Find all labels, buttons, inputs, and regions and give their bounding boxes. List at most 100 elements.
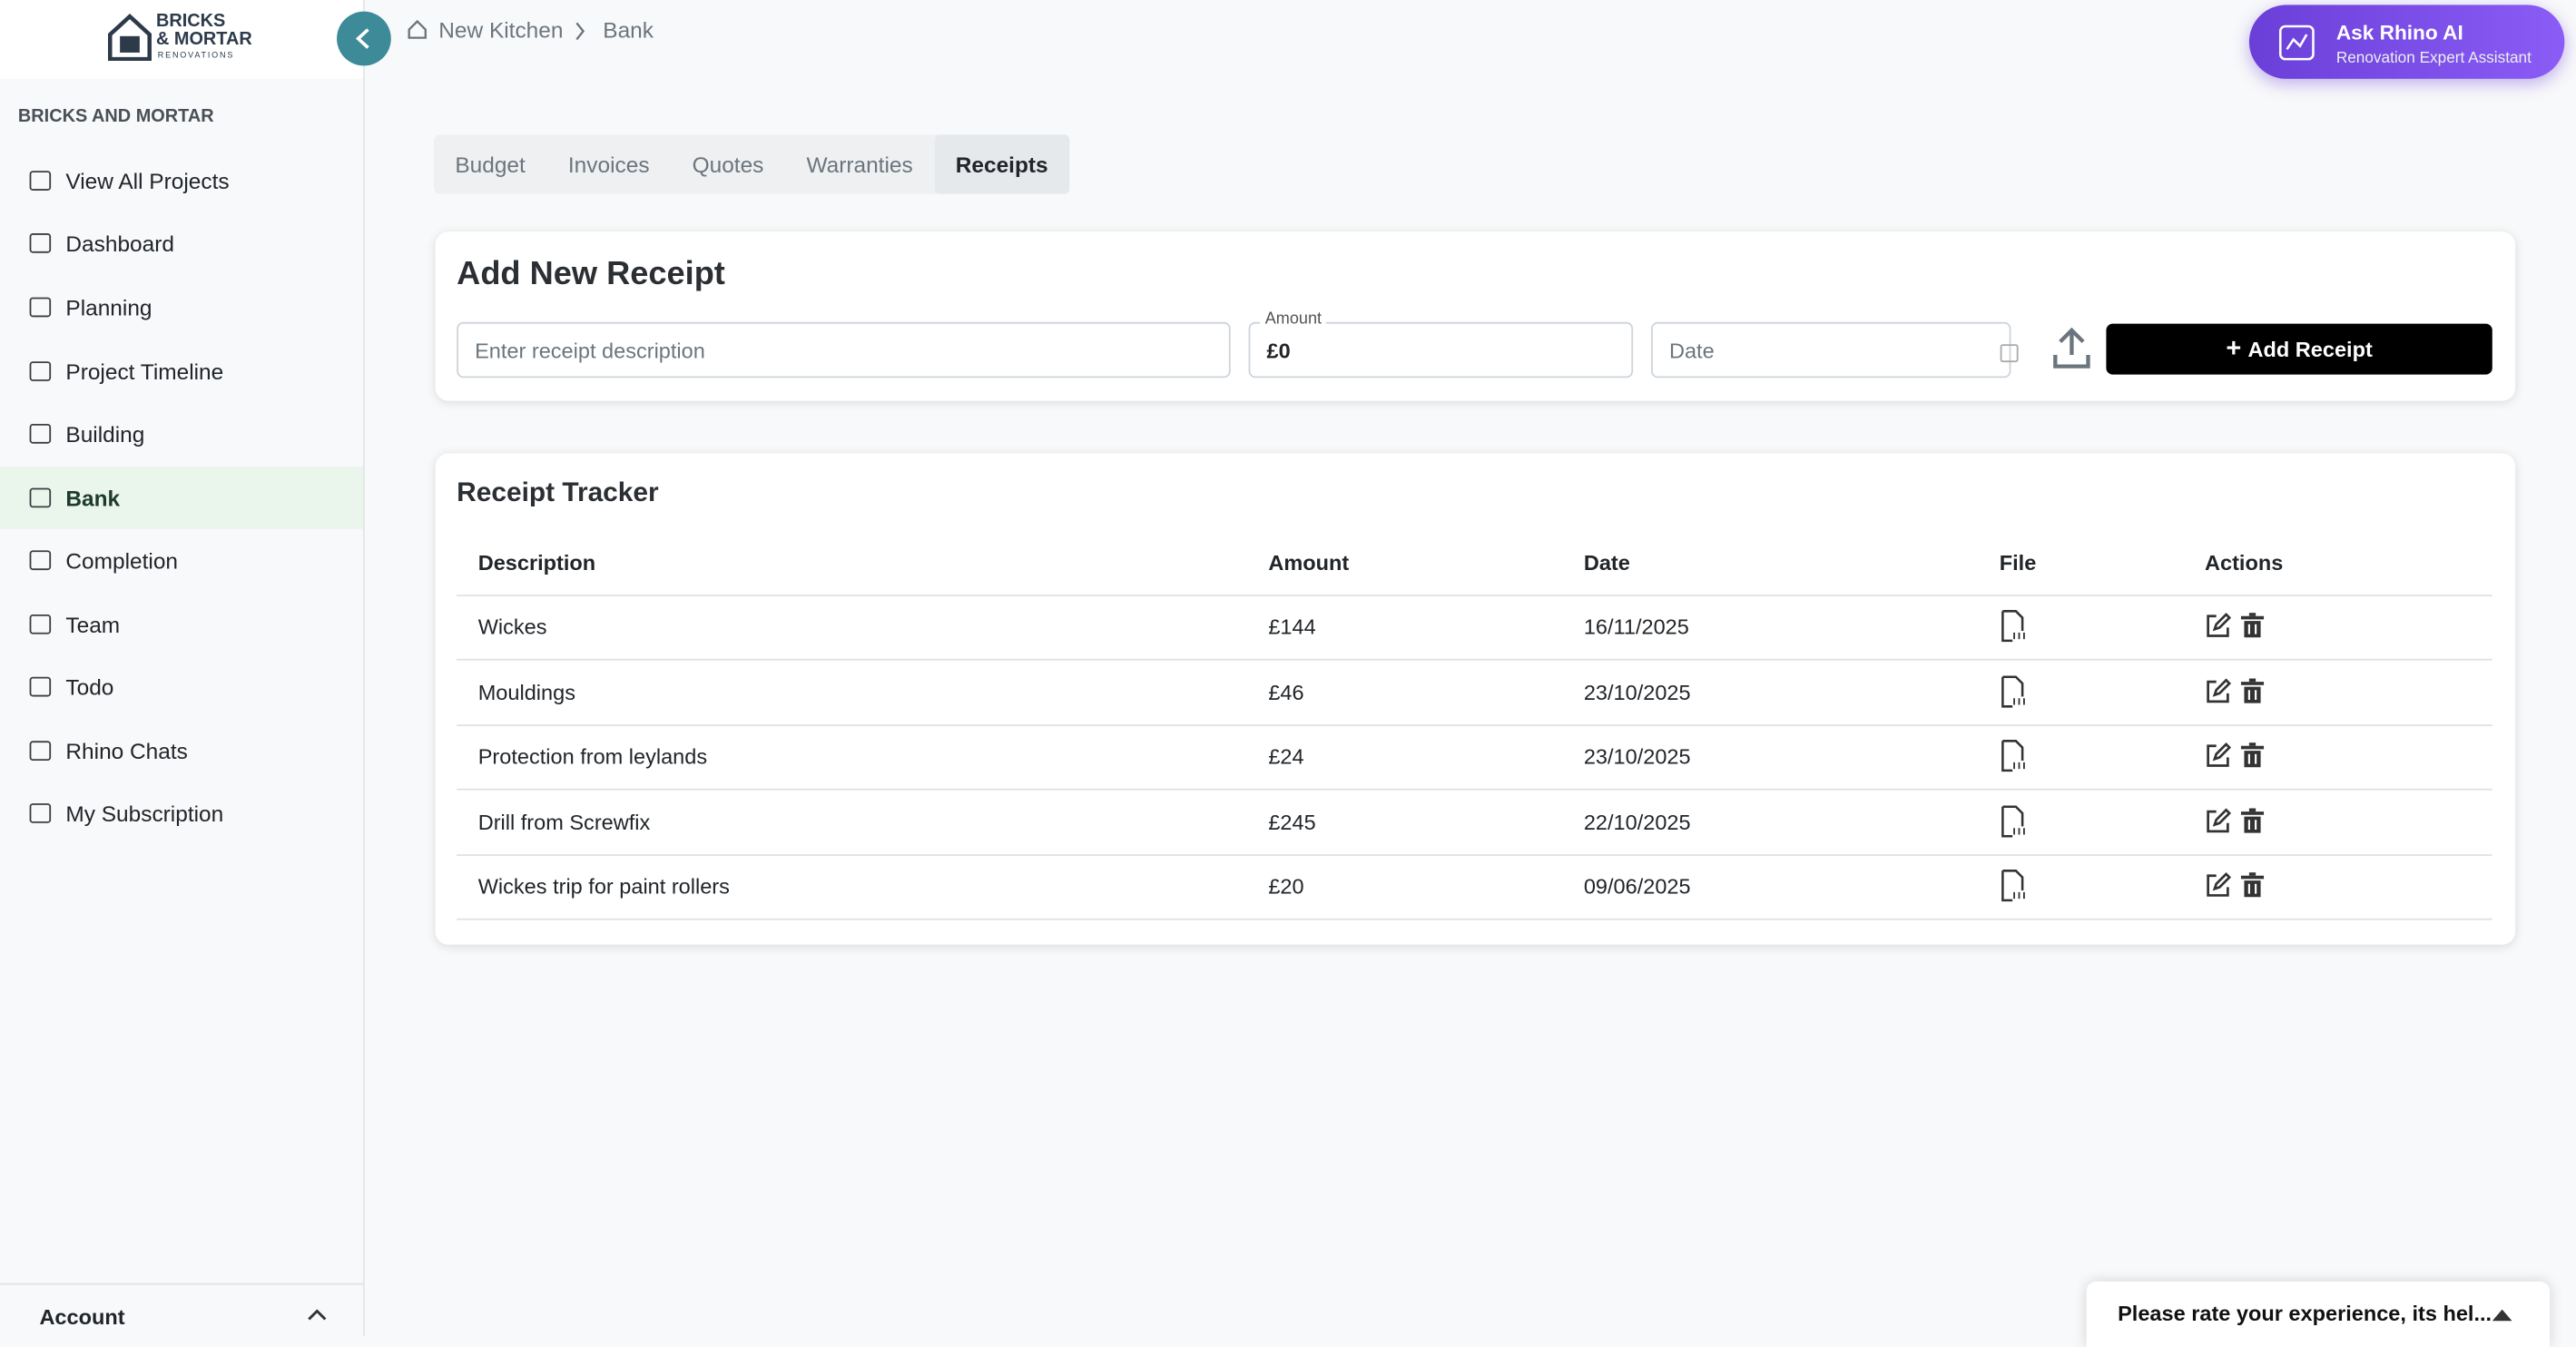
upload-icon[interactable] (2052, 325, 2091, 371)
amount-input[interactable]: £0 (1248, 321, 1634, 379)
pdf-icon[interactable] (2000, 869, 2030, 909)
cell: £245 (1268, 809, 1316, 834)
pdf-icon[interactable] (2000, 610, 2030, 651)
nav-item[interactable]: My Subscription (0, 782, 363, 845)
assistant-title: Ask Rhino AI (2335, 21, 2463, 44)
pdf-icon[interactable] (2000, 804, 2030, 845)
feedback-widget[interactable]: Please rate your experience, its hel... (2086, 1281, 2551, 1347)
nav-item[interactable]: Todo (0, 655, 363, 718)
edit-icon[interactable] (2205, 613, 2232, 647)
logo-icon (108, 14, 152, 61)
input-value: £0 (1266, 337, 1291, 363)
row-rule (457, 723, 2492, 726)
edit-icon[interactable] (2205, 742, 2232, 777)
row-rule (457, 918, 2492, 920)
tab[interactable]: Receipts (934, 134, 1070, 194)
delete-icon[interactable] (2240, 872, 2265, 907)
collapse-button[interactable] (337, 11, 391, 66)
account-label: Account (39, 1304, 125, 1330)
nav-icon (29, 297, 52, 318)
section-label: BRICKS AND MORTAR (17, 106, 214, 127)
logo[interactable]: BRICKS & MORTAR RENOVATIONS (0, 0, 364, 79)
nav-icon (29, 676, 52, 697)
logo-line: & MORTAR (155, 29, 252, 50)
nav-item[interactable]: Dashboard (0, 211, 363, 274)
pdf-icon[interactable] (2000, 740, 2030, 781)
account-bar[interactable]: Account (0, 1283, 364, 1338)
cell: £46 (1268, 679, 1304, 704)
nav-item[interactable]: Completion (0, 529, 363, 592)
column-header: Actions (2205, 550, 2284, 575)
nav-icon (29, 487, 52, 508)
nav-item[interactable]: Building (0, 402, 363, 465)
card-title: Receipt Tracker (457, 477, 659, 508)
nav-item[interactable]: Bank (0, 467, 364, 529)
tab[interactable]: Warranties (806, 152, 913, 177)
date-input[interactable]: Date (1651, 321, 2019, 379)
nav-icon (29, 550, 52, 571)
cell: 22/10/2025 (1583, 809, 1691, 834)
nav-item[interactable]: Team (0, 593, 363, 655)
nav-icon (29, 741, 52, 762)
cell: £144 (1268, 614, 1316, 640)
cell: 23/10/2025 (1583, 679, 1691, 704)
edit-icon[interactable] (2205, 872, 2232, 907)
add-receipt-card: Add New Receipt Enter receipt descriptio… (435, 231, 2516, 401)
sidebar (0, 0, 365, 1336)
column-header: File (1999, 550, 2037, 575)
add-receipt-button[interactable]: + Add Receipt (2106, 323, 2492, 375)
button-label: Add Receipt (2247, 337, 2373, 362)
cell: 23/10/2025 (1583, 743, 1691, 770)
cell: £20 (1268, 873, 1304, 900)
breadcrumb-current: Bank (603, 17, 654, 44)
nav-label: Completion (65, 547, 179, 573)
tab[interactable]: Quotes (692, 152, 764, 177)
description-input[interactable]: Enter receipt description (457, 321, 1231, 379)
nav-icon (29, 361, 52, 381)
nav-label: Rhino Chats (65, 738, 188, 763)
ask-rhino-button[interactable]: Ask Rhino AI Renovation Expert Assistant (2248, 5, 2565, 79)
breadcrumb-sep (575, 22, 585, 41)
nav-icon (29, 423, 52, 444)
home-icon (408, 19, 427, 39)
nav-icon (29, 614, 52, 634)
nav-label: Dashboard (65, 231, 174, 256)
nav-icon (29, 803, 52, 823)
cell: £24 (1268, 743, 1304, 770)
nav-label: My Subscription (65, 801, 224, 826)
delete-icon[interactable] (2240, 742, 2265, 777)
tab-bar: Budget Invoices Quotes Warranties Receipts (433, 134, 1070, 194)
nav-item[interactable]: Project Timeline (0, 340, 363, 403)
tab[interactable]: Budget (455, 152, 526, 177)
nav-item[interactable]: Rhino Chats (0, 720, 363, 782)
nav-item[interactable]: Planning (0, 276, 363, 339)
edit-icon[interactable] (2205, 807, 2232, 842)
delete-icon[interactable] (2240, 807, 2265, 842)
edit-icon[interactable] (2205, 677, 2232, 713)
cell: 09/06/2025 (1583, 873, 1691, 900)
cell: Mouldings (477, 679, 575, 704)
delete-icon[interactable] (2240, 613, 2265, 647)
nav-item[interactable]: View All Projects (0, 150, 363, 212)
breadcrumb-link[interactable]: New Kitchen (438, 17, 564, 44)
delete-icon[interactable] (2240, 677, 2265, 713)
nav-label: Team (65, 612, 121, 637)
card-title: Add New Receipt (457, 256, 725, 293)
cell: Drill from Screwfix (477, 809, 651, 834)
pdf-icon[interactable] (2000, 674, 2030, 715)
feedback-text: Please rate your experience, its hel... (2118, 1301, 2492, 1326)
column-header: Description (477, 550, 596, 575)
tab[interactable]: Invoices (567, 152, 650, 177)
row-rule (457, 658, 2492, 661)
nav-label: Planning (65, 294, 152, 320)
nav-label: Bank (65, 485, 121, 511)
row-rule (457, 788, 2492, 791)
nav-icon (29, 233, 52, 253)
cell: Wickes trip for paint rollers (477, 873, 730, 900)
input-label: Amount (1260, 310, 1327, 329)
nav-icon (29, 171, 52, 191)
placeholder: Enter receipt description (475, 337, 705, 363)
nav-label: Building (65, 421, 145, 447)
logo-line: BRICKS (155, 11, 226, 32)
